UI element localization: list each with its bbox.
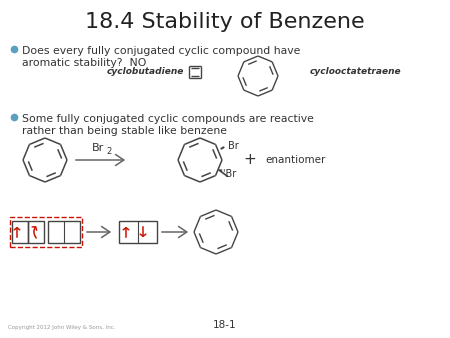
Text: '''Br: '''Br [218, 169, 236, 179]
Text: Some fully conjugated cyclic compounds are reactive: Some fully conjugated cyclic compounds a… [22, 114, 314, 124]
Text: Br: Br [92, 143, 104, 153]
Text: cyclobutadiene: cyclobutadiene [106, 68, 184, 76]
Bar [48, 221, 80, 243]
Bar [12, 221, 28, 243]
Text: 18.4 Stability of Benzene: 18.4 Stability of Benzene [85, 12, 365, 32]
Bar [10, 217, 82, 247]
Text: aromatic stability?  NO: aromatic stability? NO [22, 58, 146, 68]
Text: Br: Br [228, 141, 239, 151]
Bar [119, 221, 157, 243]
Text: 18-1: 18-1 [213, 320, 237, 330]
Text: enantiomer: enantiomer [265, 155, 325, 165]
Bar [28, 221, 44, 243]
Text: Copyright 2012 John Wiley & Sons, Inc.: Copyright 2012 John Wiley & Sons, Inc. [8, 325, 116, 330]
Text: +: + [243, 152, 256, 168]
Text: cyclooctatetraene: cyclooctatetraene [310, 68, 401, 76]
Text: 2: 2 [106, 147, 111, 156]
Text: Does every fully conjugated cyclic compound have: Does every fully conjugated cyclic compo… [22, 46, 301, 56]
Text: rather than being stable like benzene: rather than being stable like benzene [22, 126, 227, 136]
